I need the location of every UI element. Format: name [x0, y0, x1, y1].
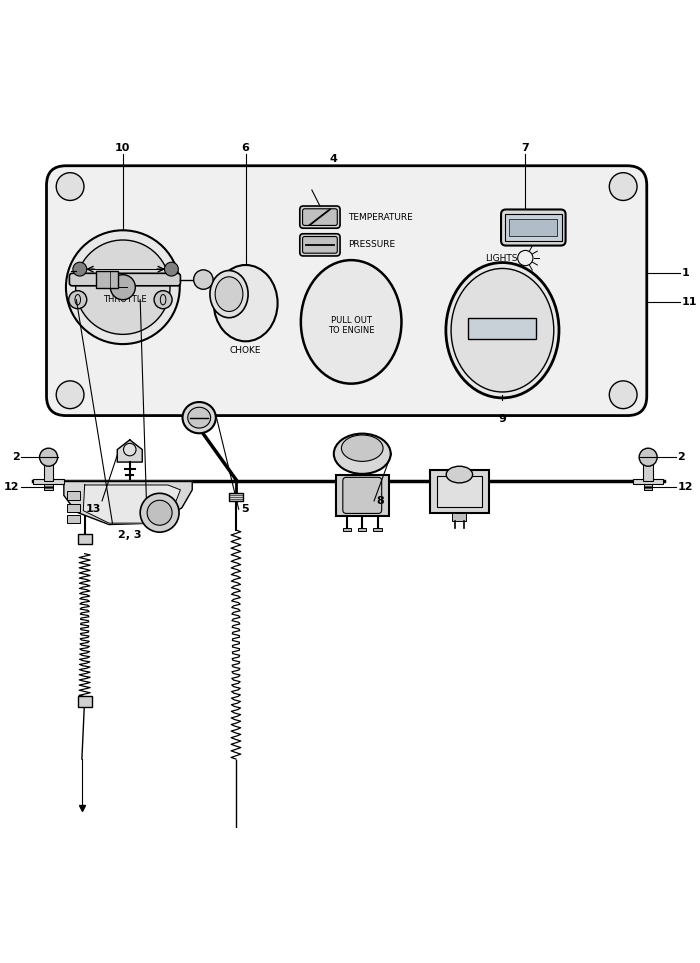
Bar [643, 460, 653, 482]
Bar [510, 220, 557, 236]
Circle shape [123, 443, 136, 455]
FancyBboxPatch shape [343, 478, 382, 513]
Text: 10: 10 [115, 143, 130, 152]
Ellipse shape [446, 466, 473, 482]
Bar [430, 470, 489, 512]
Ellipse shape [334, 433, 391, 474]
Circle shape [111, 274, 135, 299]
Circle shape [66, 230, 180, 344]
Text: PRESSURE: PRESSURE [349, 241, 396, 249]
Text: 12: 12 [678, 482, 693, 492]
Polygon shape [118, 440, 142, 462]
Text: 4: 4 [329, 154, 337, 164]
Bar [67, 515, 80, 523]
Text: 5: 5 [241, 505, 248, 514]
Text: 13: 13 [86, 504, 101, 513]
FancyBboxPatch shape [302, 209, 337, 225]
Bar [67, 504, 80, 512]
Text: CHOKE: CHOKE [230, 346, 261, 355]
Text: PULL OUT
TO ENGINE: PULL OUT TO ENGINE [328, 316, 374, 335]
Circle shape [147, 500, 172, 525]
Text: TEMPERATURE: TEMPERATURE [349, 213, 413, 221]
Ellipse shape [342, 435, 383, 461]
Circle shape [609, 172, 637, 200]
Circle shape [40, 448, 57, 466]
Text: LIGHTS: LIGHTS [485, 253, 517, 263]
Ellipse shape [188, 407, 211, 429]
Bar [468, 318, 536, 339]
Ellipse shape [301, 260, 402, 383]
Circle shape [76, 240, 170, 334]
Bar [505, 214, 562, 242]
Bar [438, 476, 482, 508]
FancyBboxPatch shape [501, 210, 566, 246]
Bar [229, 493, 243, 501]
Circle shape [73, 262, 87, 276]
Bar [78, 534, 92, 544]
Text: 2: 2 [12, 453, 20, 462]
Ellipse shape [183, 402, 216, 433]
Circle shape [56, 172, 84, 200]
Circle shape [154, 291, 172, 309]
FancyBboxPatch shape [300, 206, 340, 228]
Polygon shape [64, 482, 192, 525]
Bar [44, 484, 52, 490]
Bar [43, 460, 53, 482]
Ellipse shape [451, 269, 554, 392]
Circle shape [140, 493, 179, 533]
Text: 7: 7 [522, 143, 529, 152]
Circle shape [69, 291, 87, 309]
FancyBboxPatch shape [69, 273, 181, 286]
Bar [336, 475, 389, 516]
Bar [67, 491, 80, 500]
Ellipse shape [446, 263, 559, 398]
Circle shape [164, 262, 178, 276]
Bar [358, 528, 366, 532]
Text: 12: 12 [4, 482, 20, 492]
Polygon shape [83, 485, 181, 523]
Text: 9: 9 [498, 414, 506, 424]
Bar [343, 528, 351, 532]
Circle shape [639, 448, 657, 466]
Bar [452, 512, 466, 521]
Bar [633, 479, 664, 484]
Ellipse shape [214, 265, 278, 341]
FancyBboxPatch shape [46, 166, 647, 416]
Circle shape [609, 381, 637, 408]
Ellipse shape [215, 276, 243, 311]
Text: 6: 6 [241, 143, 250, 152]
Text: 2, 3: 2, 3 [118, 530, 141, 540]
Circle shape [56, 381, 84, 408]
Bar [78, 696, 92, 707]
Bar [34, 479, 64, 484]
Text: 8: 8 [376, 496, 384, 506]
Bar [644, 484, 652, 490]
Ellipse shape [210, 271, 248, 318]
Text: 11: 11 [682, 298, 697, 307]
Bar [373, 528, 382, 532]
Text: 1: 1 [682, 269, 690, 278]
Text: 2: 2 [678, 453, 685, 462]
Bar [96, 272, 118, 288]
FancyBboxPatch shape [302, 237, 337, 253]
Text: THROTTLE: THROTTLE [103, 295, 147, 303]
FancyBboxPatch shape [300, 234, 340, 256]
Circle shape [194, 270, 213, 289]
